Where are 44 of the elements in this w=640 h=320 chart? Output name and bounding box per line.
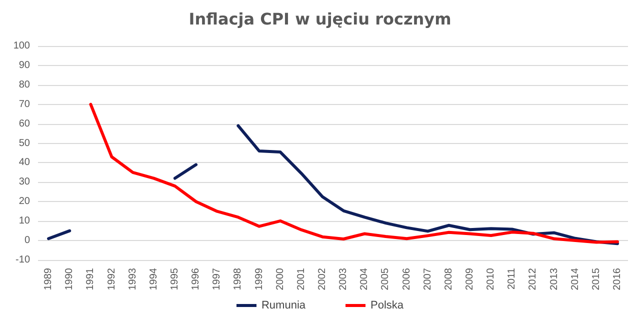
x-tick-label: 1997 — [212, 268, 223, 290]
x-tick-label: 1995 — [169, 268, 180, 290]
y-tick-label: 10 — [18, 216, 30, 227]
x-tick-label: 1996 — [190, 268, 202, 290]
x-tick-label: 2013 — [548, 268, 560, 290]
x-tick-label: 1992 — [106, 268, 118, 290]
y-tick-label: 20 — [18, 196, 30, 208]
x-tick-label: 2000 — [274, 268, 286, 290]
legend-label: Polska — [370, 300, 404, 312]
y-tick-label: 100 — [13, 40, 30, 52]
x-tick-label: 2009 — [464, 268, 476, 290]
x-tick-label: 1998 — [232, 268, 244, 290]
x-tick-label: 1999 — [254, 268, 265, 290]
x-tick-label: 2008 — [443, 268, 454, 290]
x-tick-label: 2016 — [612, 268, 623, 290]
x-tick-label: 2012 — [528, 268, 539, 290]
x-tick-label: 2002 — [316, 268, 328, 290]
x-tick-label: 2001 — [296, 268, 307, 290]
x-tick-label: 1993 — [127, 268, 138, 290]
y-tick-label: 80 — [18, 79, 30, 90]
y-tick-label: 40 — [18, 157, 30, 168]
y-tick-label: 30 — [18, 176, 30, 188]
line-series — [89, 102, 619, 244]
y-tick-label: 90 — [18, 60, 30, 71]
chart-title: Inflacja CPI w ujęciu rocznym — [188, 10, 452, 28]
x-tick-label: 1994 — [148, 268, 160, 290]
y-tick-label: 60 — [18, 118, 30, 130]
x-tick-label: 2003 — [338, 268, 350, 290]
x-tick-label: 2005 — [380, 268, 392, 290]
x-tick-label: 1989 — [43, 268, 54, 290]
x-tick-label: 2010 — [486, 268, 497, 290]
legend-label: Rumunia — [261, 300, 306, 312]
y-tick-label: 50 — [18, 138, 30, 149]
y-tick-label: 0 — [24, 235, 30, 246]
x-tick-label: 2007 — [422, 268, 434, 290]
x-tick-label: 2015 — [590, 268, 602, 290]
y-tick-label: -10 — [16, 254, 30, 266]
x-tick-label: 2014 — [570, 268, 581, 290]
x-tick-label: 2011 — [506, 268, 518, 290]
x-tick-label: 1990 — [64, 268, 76, 290]
x-tick-label: 1991 — [85, 268, 96, 290]
x-tick-label: 2006 — [401, 268, 412, 290]
x-tick-label: 2004 — [359, 268, 370, 290]
y-tick-label: 70 — [18, 98, 30, 110]
